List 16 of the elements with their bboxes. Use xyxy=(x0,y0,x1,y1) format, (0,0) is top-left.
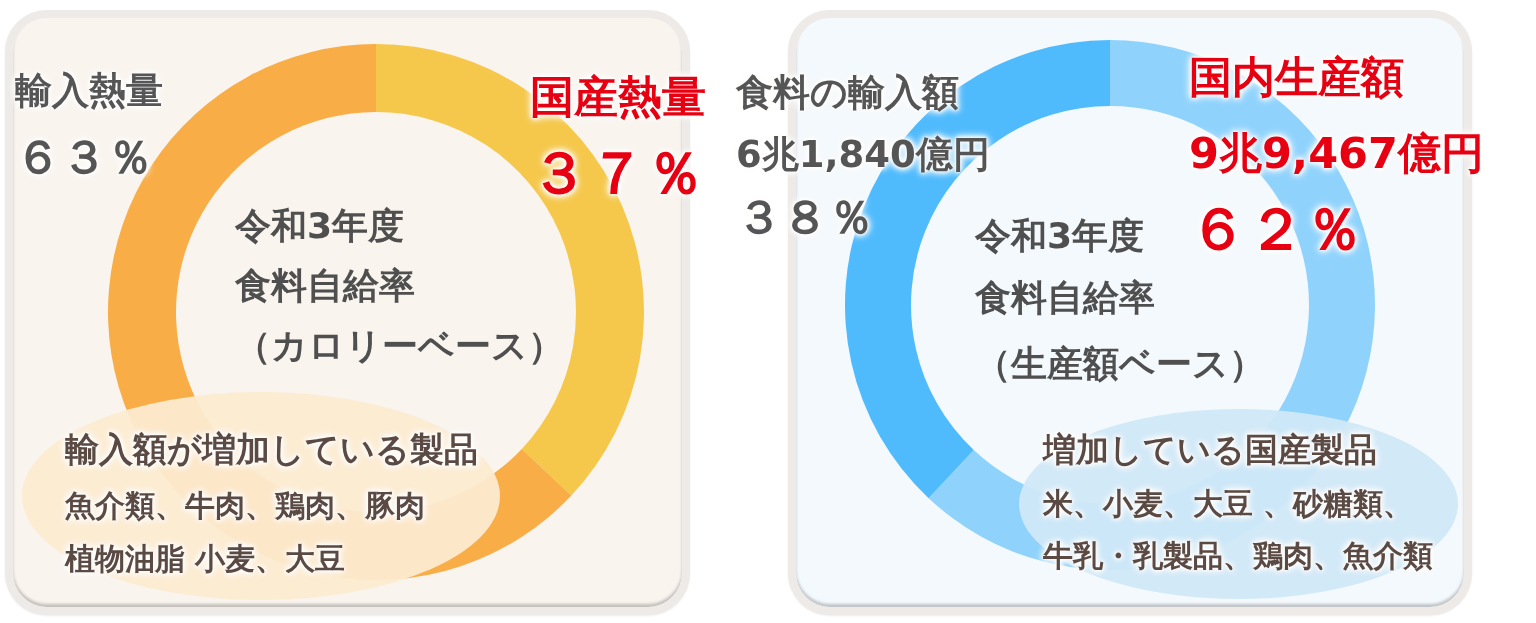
data-label: ３７％ xyxy=(530,138,705,209)
text: 増加している国産製品 xyxy=(1043,429,1378,471)
data-label: ６３％ xyxy=(15,129,154,186)
text: 米、小麦、大豆 、砂糖類、牛乳・乳製品、鶏肉、魚介類 xyxy=(1043,485,1434,575)
text: （生産額ベース） xyxy=(975,342,1265,386)
text: 9兆9,467億円 xyxy=(1189,128,1484,178)
text: 令和3年度食料自給率 xyxy=(235,204,416,308)
slice-label: 食料の輸入額 xyxy=(736,70,960,116)
slice-label: 輸入熱量 xyxy=(15,68,163,114)
slice-label: 国内生産額 xyxy=(1189,51,1405,104)
text: （カロリーベース） xyxy=(235,324,564,368)
text: 令和3年度食料自給率 xyxy=(975,214,1156,320)
data-label: ６２％ xyxy=(1189,194,1364,265)
text: 輸入額が増加している製品 xyxy=(65,428,478,471)
text: 魚介類、牛肉、鶏肉、豚肉植物油脂 小麦、大豆 xyxy=(65,487,426,578)
slice-label: 国産熱量 xyxy=(530,70,706,124)
